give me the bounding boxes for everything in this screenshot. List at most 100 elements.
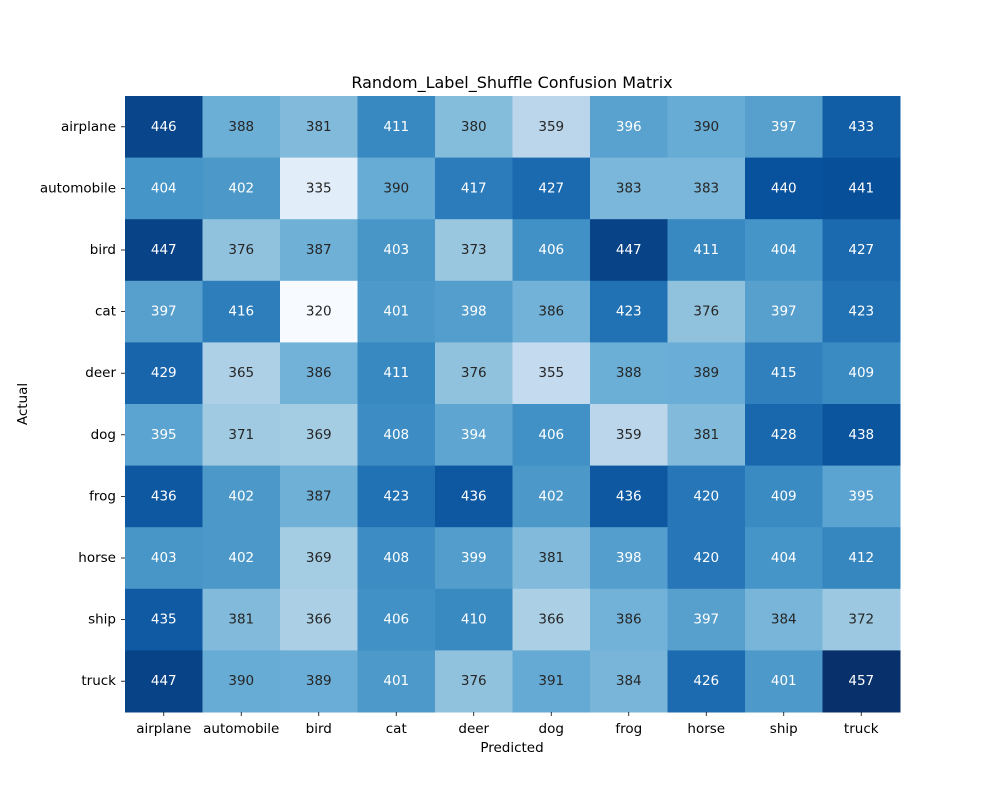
y-tick-label: ship bbox=[88, 612, 116, 628]
x-tick-labels: airplane automobile bird cat deer dog frog hors… bbox=[136, 712, 879, 737]
cell-value-label: 390 bbox=[693, 119, 719, 135]
cell-value-label: 447 bbox=[616, 242, 642, 258]
heatmap-cell-deer-automobile bbox=[202, 342, 281, 405]
cell-value-label: 381 bbox=[538, 550, 564, 566]
heatmap-cell-truck-cat bbox=[357, 650, 436, 713]
cell-value-label: 402 bbox=[538, 488, 564, 504]
heatmap-cell-frog-horse bbox=[667, 465, 746, 528]
heatmap-cell-bird-automobile bbox=[202, 219, 281, 282]
cell-value-label: 390 bbox=[383, 180, 409, 196]
heatmap-cell-frog-ship bbox=[745, 465, 823, 528]
heatmap-cell-deer-deer bbox=[435, 342, 513, 405]
y-axis-label: Actual bbox=[15, 383, 31, 425]
heatmap-cell-horse-automobile bbox=[202, 527, 281, 590]
x-tick-label: deer bbox=[458, 721, 489, 737]
cell-value-label: 404 bbox=[771, 242, 797, 258]
cell-value-label: 381 bbox=[228, 612, 254, 628]
cell-value-label: 369 bbox=[306, 427, 332, 443]
heatmap-cell-cat-automobile bbox=[202, 280, 281, 343]
cell-value-label: 402 bbox=[228, 180, 254, 196]
heatmap-cell-horse-ship bbox=[745, 527, 823, 590]
y-tick-labels: airplane automobile bird cat deer dog frog hors… bbox=[40, 119, 125, 689]
heatmap-cell-airplane-bird bbox=[280, 96, 358, 159]
cell-value-label: 404 bbox=[771, 550, 797, 566]
cell-value-label: 366 bbox=[306, 612, 332, 628]
heatmap-cell-deer-ship bbox=[745, 342, 823, 405]
heatmap-cell-deer-horse bbox=[667, 342, 746, 405]
heatmap-cell-truck-horse bbox=[667, 650, 746, 713]
cell-value-label: 440 bbox=[771, 180, 797, 196]
cell-value-label: 388 bbox=[616, 365, 642, 381]
x-tick-label: bird bbox=[306, 721, 332, 737]
cell-value-label: 429 bbox=[151, 365, 177, 381]
heatmap-cell-bird-bird bbox=[280, 219, 358, 282]
heatmap-cell-automobile-bird bbox=[280, 157, 358, 220]
heatmap-cell-bird-truck bbox=[822, 219, 901, 282]
x-tick-label: airplane bbox=[136, 721, 191, 737]
heatmap-cell-horse-truck bbox=[822, 527, 901, 590]
cell-value-label: 409 bbox=[848, 365, 874, 381]
cell-value-label: 420 bbox=[693, 488, 719, 504]
cell-value-label: 359 bbox=[538, 119, 564, 135]
cell-value-label: 384 bbox=[616, 673, 642, 689]
heatmap-cell-cat-bird bbox=[280, 280, 358, 343]
cell-value-label: 436 bbox=[151, 488, 177, 504]
cell-value-label: 386 bbox=[616, 612, 642, 628]
cell-value-label: 366 bbox=[538, 612, 564, 628]
cell-value-label: 398 bbox=[461, 304, 487, 320]
heatmap-cell-airplane-dog bbox=[512, 96, 591, 159]
heatmap-cell-automobile-ship bbox=[745, 157, 823, 220]
cell-value-label: 427 bbox=[848, 242, 874, 258]
cell-value-label: 416 bbox=[228, 304, 254, 320]
cell-value-label: 401 bbox=[383, 304, 409, 320]
cell-value-label: 403 bbox=[151, 550, 177, 566]
heatmap-cell-cat-frog bbox=[590, 280, 668, 343]
cell-value-label: 369 bbox=[306, 550, 332, 566]
heatmap-cell-automobile-frog bbox=[590, 157, 668, 220]
x-tick-label: automobile bbox=[203, 721, 279, 737]
cell-value-label: 386 bbox=[538, 304, 564, 320]
heatmap-cell-dog-cat bbox=[357, 404, 436, 467]
heatmap-cell-bird-dog bbox=[512, 219, 591, 282]
heatmap-cell-ship-truck bbox=[822, 588, 901, 651]
heatmap-cell-bird-ship bbox=[745, 219, 823, 282]
heatmap-cell-truck-dog bbox=[512, 650, 591, 713]
cell-value-label: 441 bbox=[848, 180, 874, 196]
cell-value-label: 355 bbox=[538, 365, 564, 381]
heatmap-cell-truck-automobile bbox=[202, 650, 281, 713]
cell-value-label: 371 bbox=[228, 427, 254, 443]
cell-value-label: 373 bbox=[461, 242, 487, 258]
cell-value-label: 395 bbox=[151, 427, 177, 443]
cell-value-label: 406 bbox=[538, 242, 564, 258]
cell-value-label: 436 bbox=[461, 488, 487, 504]
x-tick-label: ship bbox=[770, 721, 798, 737]
heatmap-cell-frog-airplane bbox=[125, 465, 203, 528]
x-axis-label: Predicted bbox=[480, 740, 543, 756]
cell-value-label: 411 bbox=[383, 365, 409, 381]
heatmap-cell-automobile-cat bbox=[357, 157, 436, 220]
heatmap-cell-deer-cat bbox=[357, 342, 436, 405]
heatmap-cell-ship-deer bbox=[435, 588, 513, 651]
heatmap-cell-deer-airplane bbox=[125, 342, 203, 405]
y-tick-label: airplane bbox=[61, 119, 116, 135]
heatmap-cell-airplane-airplane bbox=[125, 96, 203, 159]
heatmap-cell-bird-horse bbox=[667, 219, 746, 282]
cell-value-label: 433 bbox=[848, 119, 874, 135]
cell-value-label: 438 bbox=[848, 427, 874, 443]
heatmap-cell-ship-cat bbox=[357, 588, 436, 651]
cell-value-label: 376 bbox=[461, 365, 487, 381]
cell-value-label: 401 bbox=[771, 673, 797, 689]
cell-value-label: 397 bbox=[693, 612, 719, 628]
cell-value-label: 383 bbox=[693, 180, 719, 196]
cell-value-label: 376 bbox=[461, 673, 487, 689]
x-tick-label: dog bbox=[539, 721, 564, 737]
heatmap-cell-cat-ship bbox=[745, 280, 823, 343]
cell-value-label: 436 bbox=[616, 488, 642, 504]
heatmap-cell-airplane-frog bbox=[590, 96, 668, 159]
cell-value-label: 394 bbox=[461, 427, 487, 443]
heatmap-cell-airplane-ship bbox=[745, 96, 823, 159]
heatmap-cell-automobile-dog bbox=[512, 157, 591, 220]
heatmap-cell-cat-deer bbox=[435, 280, 513, 343]
heatmap-cell-deer-bird bbox=[280, 342, 358, 405]
